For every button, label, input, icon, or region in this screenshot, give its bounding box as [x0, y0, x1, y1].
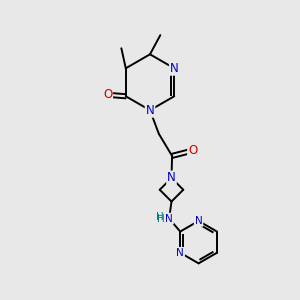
Text: N: N — [146, 104, 154, 117]
Text: N: N — [176, 248, 184, 258]
Text: N: N — [195, 216, 203, 226]
Text: N: N — [165, 214, 173, 224]
Text: H: H — [156, 212, 164, 222]
Text: O: O — [103, 88, 112, 101]
Text: O: O — [188, 144, 197, 157]
Text: N: N — [170, 62, 178, 75]
Text: N: N — [167, 172, 176, 184]
Text: H: H — [157, 214, 165, 224]
